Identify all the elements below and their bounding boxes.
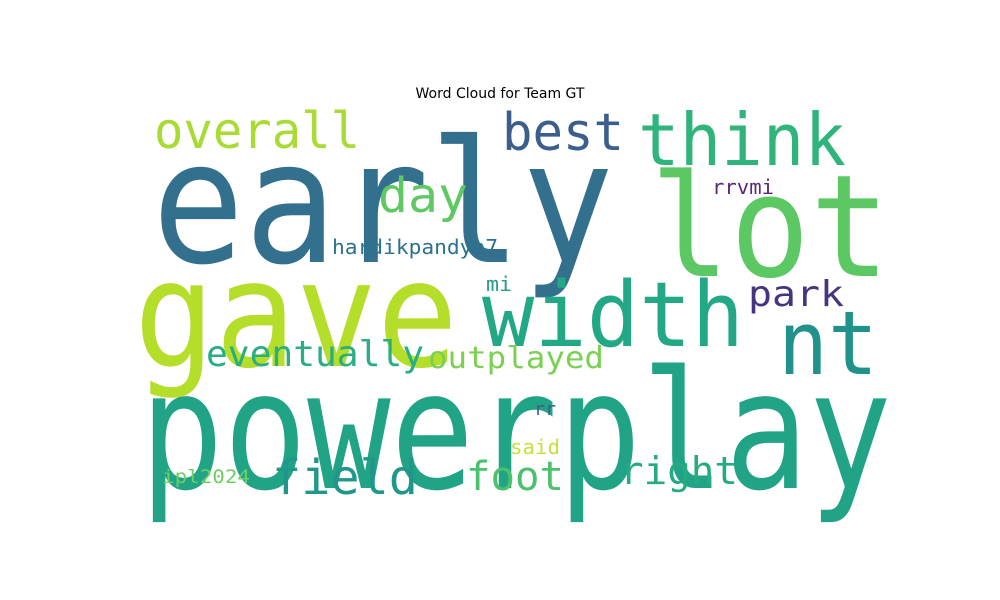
word-rrvmi: rrvmi (712, 175, 774, 199)
word-eventually: eventually (206, 334, 424, 375)
word-mi: mi (486, 272, 512, 296)
word-early: early (152, 105, 614, 303)
word-think: think (638, 98, 846, 182)
word-park: park (748, 274, 844, 315)
chart-title: Word Cloud for Team GT (415, 86, 585, 102)
word-outplayed: outplayed (428, 341, 604, 376)
word-width: width (482, 263, 744, 368)
word-said: said (510, 435, 560, 459)
word-foot: foot (466, 454, 564, 500)
word-field: field (272, 450, 418, 506)
word-gave: gave (134, 229, 458, 401)
word-nt: nt (778, 292, 878, 395)
word-right: right (620, 449, 738, 493)
word-rr: rr (534, 399, 556, 420)
word-lot: lot (650, 145, 890, 310)
word-overall: overall (154, 102, 360, 160)
word-hardikpandya7: hardikpandya7 (332, 235, 498, 259)
word-ipl2024: ipl2024 (162, 466, 250, 488)
word-powerplay: powerplay (140, 336, 892, 527)
word-day: day (378, 168, 468, 224)
word-best: best (502, 103, 624, 163)
